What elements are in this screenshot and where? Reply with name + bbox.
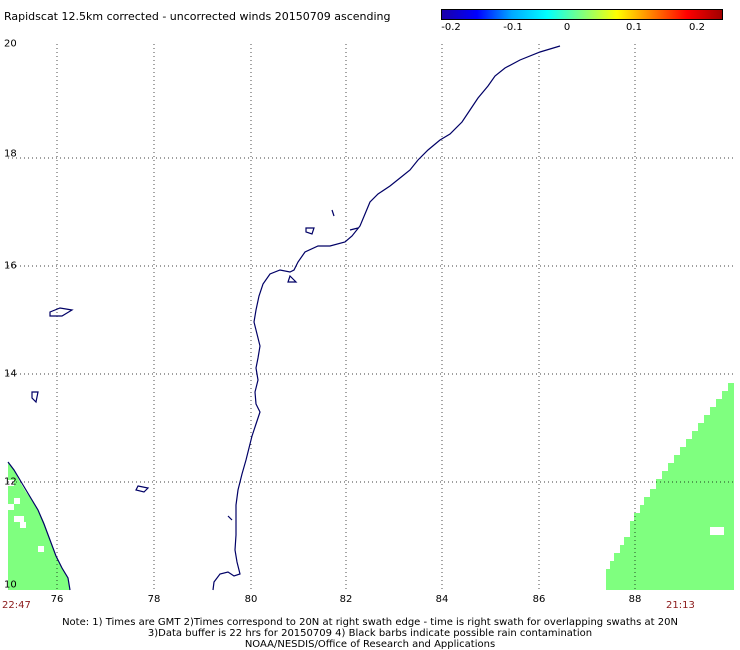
colorbar-tick: 0.1 [626,22,642,33]
lat-label: 18 [4,148,17,160]
swath-left-gaps [8,480,44,552]
lon-label: 84 [435,594,449,605]
lon-label: 82 [339,594,353,605]
colorbar [441,9,723,20]
grid-lines [8,44,734,590]
swath-right [606,383,734,590]
lon-label: 80 [244,594,258,605]
note-line-2: 3)Data buffer is 22 hrs for 20150709 4) … [147,628,593,639]
note-line-1: Note: 1) Times are GMT 2)Times correspon… [62,617,678,628]
time-left: 22:47 [2,600,31,611]
colorbar-tick: -0.2 [441,22,461,33]
lat-label: 16 [4,260,17,272]
lon-label: 76 [50,594,64,605]
lat-label: 12 [4,476,17,488]
colorbar-tick: 0 [563,22,571,33]
lon-label: 78 [147,594,161,605]
time-right: 21:13 [666,600,695,611]
lon-label: 88 [628,594,642,605]
coastline [7,45,561,591]
colorbar-tick: 0.2 [689,22,705,33]
colorbar-tick: -0.1 [503,22,523,33]
map-title: Rapidscat 12.5km corrected - uncorrected… [4,10,391,23]
lon-label: 86 [532,594,546,605]
swath-left [8,462,70,590]
note-line-3: NOAA/NESDIS/Office of Research and Appli… [244,639,496,650]
lat-label: 10 [4,579,17,591]
lat-label: 14 [4,368,17,380]
lat-label: 20 [4,38,17,50]
